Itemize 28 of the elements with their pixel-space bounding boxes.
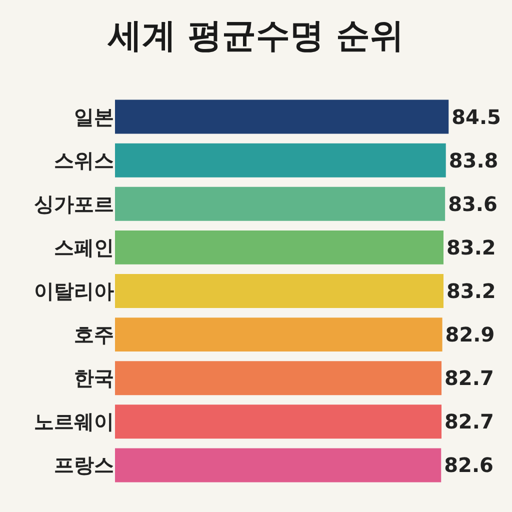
data-label: 83.8: [448, 148, 498, 172]
data-label: 82.6: [444, 453, 494, 478]
data-label: 82.9: [445, 322, 495, 347]
bar: [115, 404, 442, 439]
data-label: 83.2: [446, 235, 496, 260]
y-tick-label: 이탈리아: [34, 279, 114, 303]
bar: [115, 274, 444, 308]
bar: [115, 448, 442, 482]
data-label: 83.2: [446, 279, 496, 303]
data-label: 82.7: [444, 366, 494, 390]
bar: [115, 361, 442, 396]
y-tick-label: 스페인: [54, 235, 114, 260]
data-label: 83.6: [448, 192, 498, 216]
y-tick-label: 일본: [74, 104, 114, 129]
bar: [115, 186, 446, 221]
data-label: 82.7: [444, 410, 494, 434]
y-tick-label: 한국: [74, 366, 114, 390]
bar: [115, 143, 446, 178]
y-tick-label: 호주: [74, 322, 114, 347]
bar: [115, 100, 449, 134]
bar: [115, 318, 442, 352]
data-label: 84.5: [452, 104, 501, 129]
y-tick-label: 프랑스: [54, 453, 114, 478]
bar: [115, 230, 444, 264]
y-tick-label: 싱가포르: [34, 192, 114, 216]
chart-title: 세계 평균수명 순위: [107, 16, 404, 56]
y-tick-label: 노르웨이: [34, 410, 114, 434]
y-tick-label: 스위스: [54, 148, 114, 172]
